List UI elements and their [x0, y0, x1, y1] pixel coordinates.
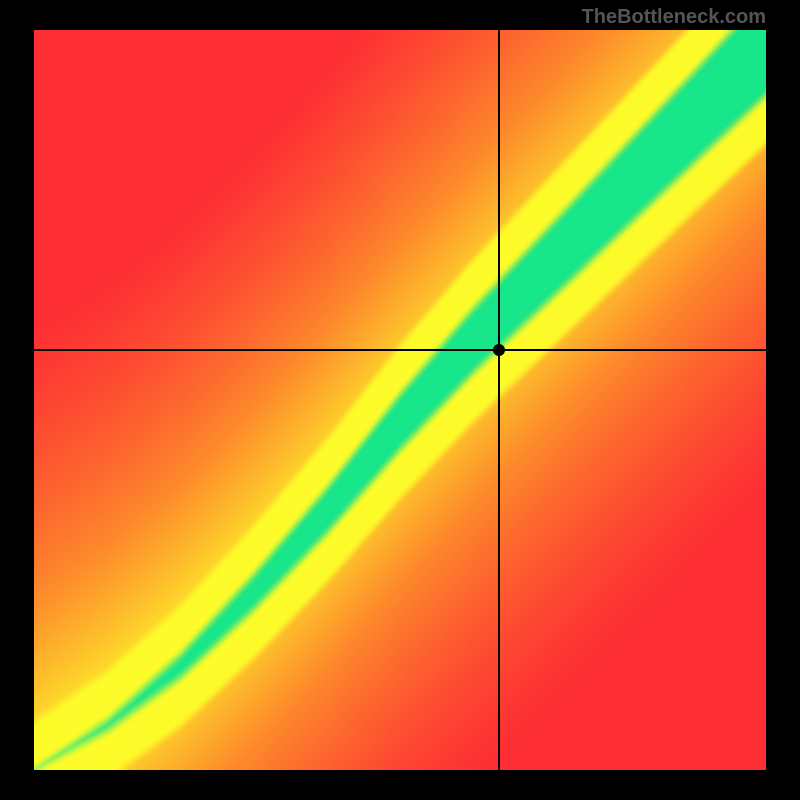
- crosshair-horizontal: [34, 349, 766, 351]
- watermark-text: TheBottleneck.com: [582, 6, 766, 29]
- chart-container: TheBottleneck.com: [0, 0, 800, 800]
- bottleneck-heatmap: [34, 30, 766, 770]
- crosshair-vertical: [498, 30, 500, 770]
